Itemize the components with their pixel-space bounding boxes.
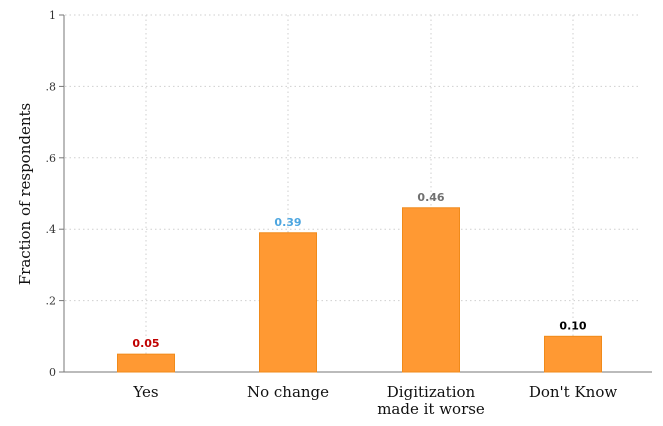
x-category-label: Don't Know [529,383,618,401]
y-tick-label: .8 [46,80,57,93]
x-category-label: Yes [132,383,158,401]
y-tick-label: .2 [46,295,57,308]
y-tick-label: 0 [49,366,56,379]
bar-value-label: 0.10 [559,319,586,332]
bar [259,232,317,373]
x-category-label: Digitization [387,383,476,401]
bar [544,335,602,373]
bar [117,353,175,373]
labels: 0 .2 .4 .6 .8 1 0.05 Yes 0.39 No change 0.46 Digiti… [46,9,618,418]
y-tick-label: .4 [46,223,57,236]
bar [402,207,460,373]
x-category-label: No change [247,383,329,401]
y-axis-title: Fraction of respondents [16,103,34,285]
bars [117,207,602,373]
y-tick-label: .6 [46,152,57,165]
y-tick-label: 1 [49,9,56,22]
x-category-label: made it worse [377,400,485,418]
bar-value-label: 0.46 [417,191,444,204]
grid-lines [65,14,640,372]
bar-value-label: 0.05 [132,337,159,350]
bar-value-label: 0.39 [274,216,301,229]
